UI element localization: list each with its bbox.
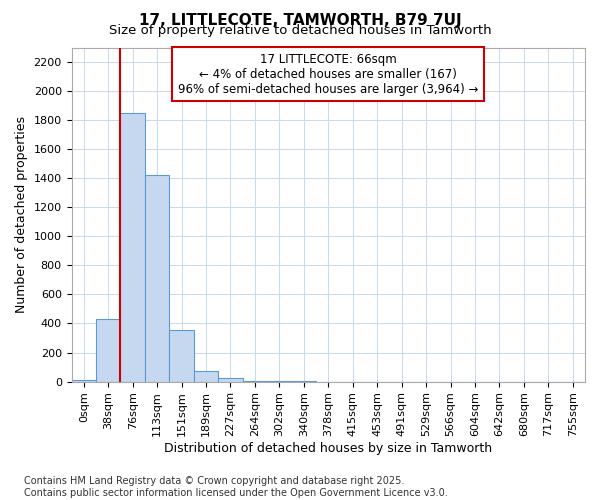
Bar	[218, 378, 242, 382]
Bar	[194, 370, 218, 382]
Text: Contains HM Land Registry data © Crown copyright and database right 2025.
Contai: Contains HM Land Registry data © Crown c…	[24, 476, 448, 498]
Bar	[242, 381, 267, 382]
X-axis label: Distribution of detached houses by size in Tamworth: Distribution of detached houses by size …	[164, 442, 493, 455]
Bar	[96, 319, 121, 382]
Y-axis label: Number of detached properties: Number of detached properties	[15, 116, 28, 313]
Text: 17 LITTLECOTE: 66sqm
← 4% of detached houses are smaller (167)
96% of semi-detac: 17 LITTLECOTE: 66sqm ← 4% of detached ho…	[178, 52, 478, 96]
Bar	[71, 380, 96, 382]
Text: Size of property relative to detached houses in Tamworth: Size of property relative to detached ho…	[109, 24, 491, 37]
Bar	[145, 176, 169, 382]
Bar	[169, 330, 194, 382]
Bar	[121, 113, 145, 382]
Text: 17, LITTLECOTE, TAMWORTH, B79 7UJ: 17, LITTLECOTE, TAMWORTH, B79 7UJ	[139, 12, 461, 28]
